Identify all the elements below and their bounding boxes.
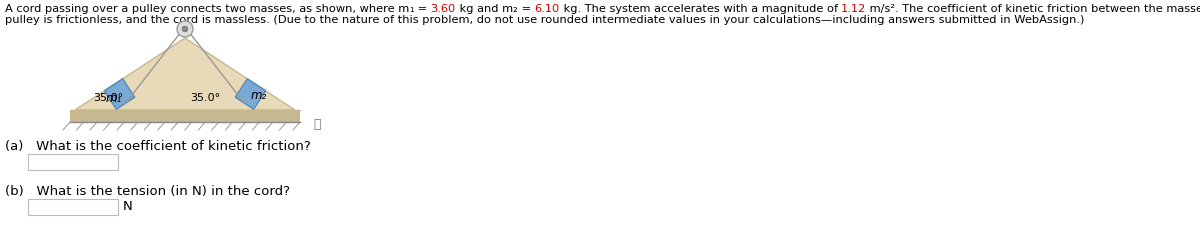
Text: =: = [414,4,431,14]
Text: 1.12: 1.12 [841,4,866,14]
Text: m/s². The coefficient of kinetic friction between the masses and the incline is : m/s². The coefficient of kinetic frictio… [866,4,1200,14]
Polygon shape [74,38,295,110]
FancyBboxPatch shape [28,154,118,170]
Text: =: = [517,4,534,14]
Text: 35.0°: 35.0° [94,93,124,103]
Text: kg. The system accelerates with a magnitude of: kg. The system accelerates with a magnit… [559,4,841,14]
Text: A cord passing over a pulley connects two masses, as shown, where m: A cord passing over a pulley connects tw… [5,4,409,14]
Text: 3.60: 3.60 [431,4,456,14]
Text: ⓘ: ⓘ [313,118,320,131]
Text: m₂: m₂ [250,89,266,102]
Polygon shape [104,79,134,109]
Text: N: N [124,201,133,213]
Text: 6.10: 6.10 [534,4,559,14]
Circle shape [182,26,188,32]
Circle shape [178,21,193,37]
Text: ₂: ₂ [512,4,517,14]
Text: 35.0°: 35.0° [190,93,220,103]
Text: (a)   What is the coefficient of kinetic friction?: (a) What is the coefficient of kinetic f… [5,140,311,153]
FancyBboxPatch shape [70,110,300,122]
FancyBboxPatch shape [28,199,118,215]
Polygon shape [235,79,265,109]
Text: m₁: m₁ [106,92,122,105]
Text: (b)   What is the tension (in N) in the cord?: (b) What is the tension (in N) in the co… [5,185,290,198]
Text: pulley is frictionless, and the cord is massless. (Due to the nature of this pro: pulley is frictionless, and the cord is … [5,15,1085,25]
Text: ₁: ₁ [409,4,414,14]
Text: kg and m: kg and m [456,4,512,14]
